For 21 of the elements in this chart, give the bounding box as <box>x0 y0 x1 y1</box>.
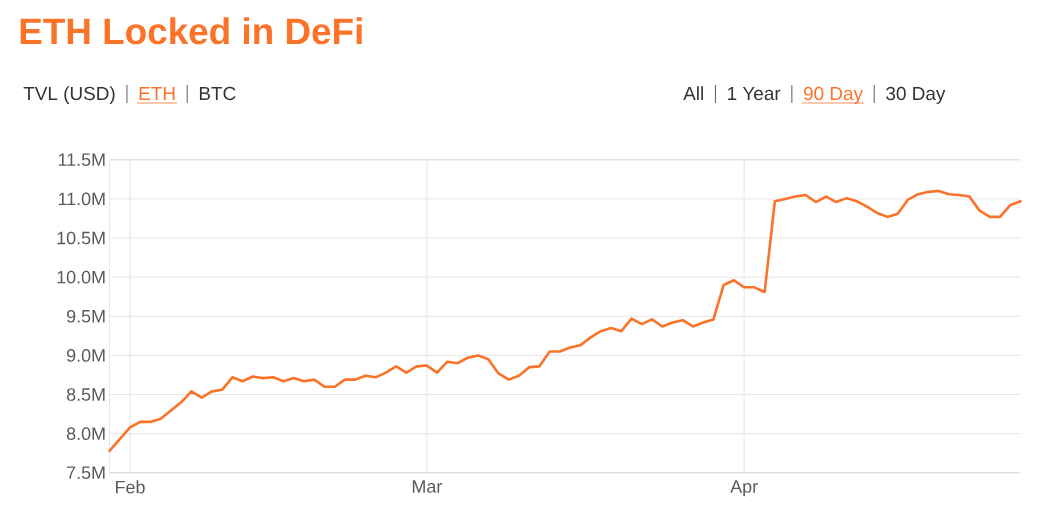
text: 90 Day <box>803 86 863 104</box>
x-tick-label: Feb <box>116 480 145 494</box>
y-tick-label: 11.5M <box>58 153 105 167</box>
text: TVL (USD) <box>23 86 115 104</box>
x-tick-label: Mar <box>412 480 442 493</box>
text: All <box>683 86 703 100</box>
x-tick-label: Apr <box>730 480 758 497</box>
line-series <box>108 189 1022 453</box>
text: ETH <box>139 86 175 100</box>
chart-title: ETH Locked in DeFi <box>20 17 362 45</box>
y-tick-label: 10.5M <box>57 231 105 245</box>
text: 30 Day <box>886 86 946 104</box>
y-tick-label: 9.0M <box>66 349 105 362</box>
y-tick-label: 8.5M <box>66 388 105 401</box>
y-tick-label: 8.0M <box>66 427 105 440</box>
y-tick-label: 7.5M <box>67 466 105 480</box>
y-tick-label: 11.0M <box>58 192 105 206</box>
text: 1 Year <box>728 86 781 101</box>
y-tick-label: 9.5M <box>66 309 105 323</box>
text: BTC <box>199 86 236 101</box>
y-tick-label: 10.0M <box>57 270 105 284</box>
